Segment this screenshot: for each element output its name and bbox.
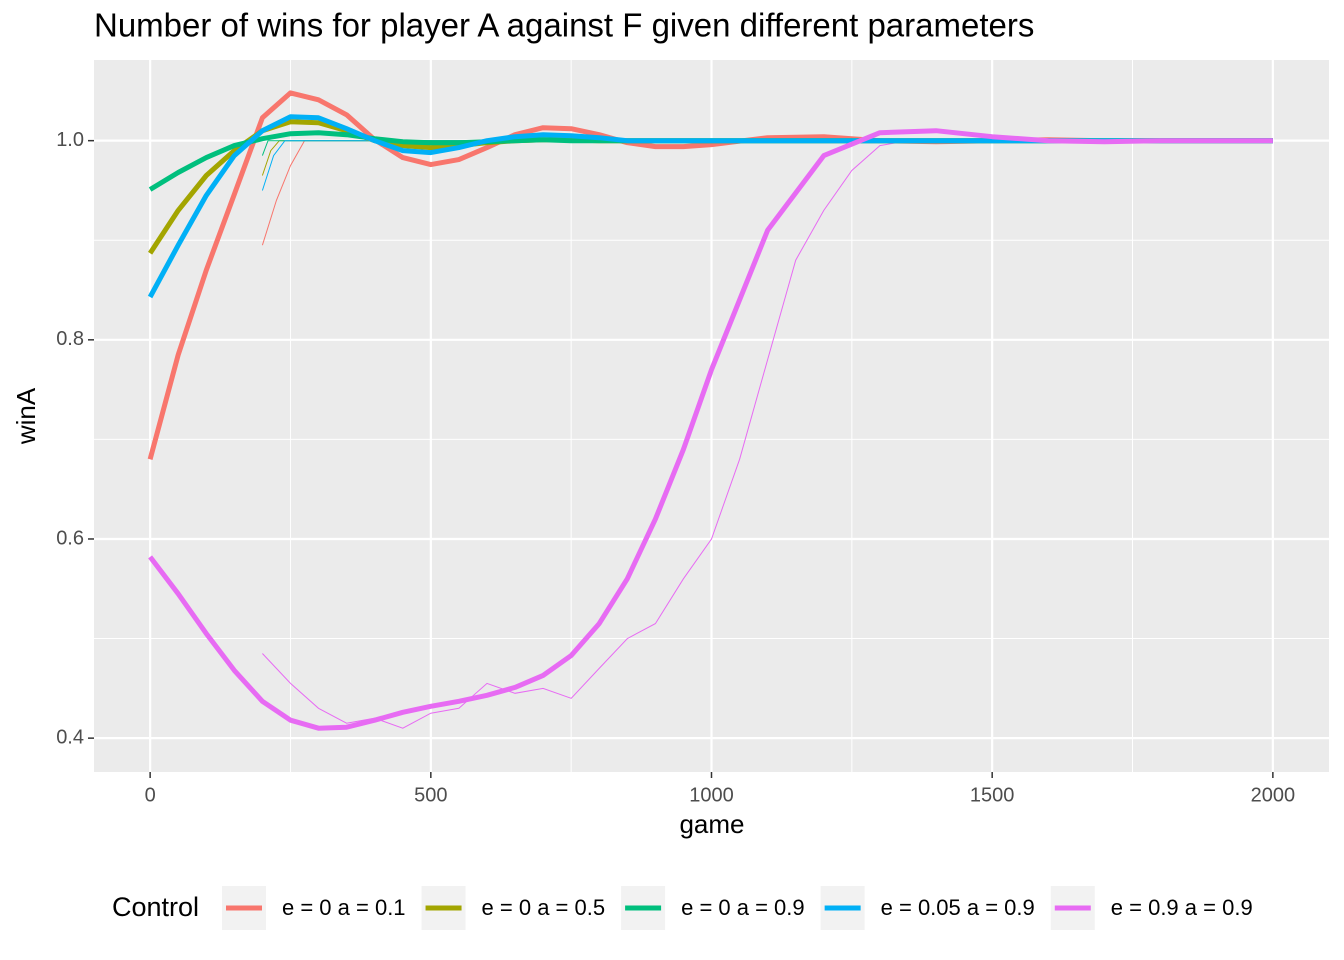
legend-label: e = 0.05 a = 0.9 xyxy=(881,895,1035,920)
smooth-line xyxy=(147,114,1273,299)
y-tick-label: 0.6 xyxy=(56,527,84,549)
legend-label: e = 0 a = 0.1 xyxy=(282,895,406,920)
legend-label: e = 0 a = 0.5 xyxy=(482,895,606,920)
x-tick-label: 1500 xyxy=(970,784,1015,806)
chart-title: Number of wins for player A against F gi… xyxy=(94,7,1034,44)
y-tick-label: 0.4 xyxy=(56,726,84,748)
x-tick-label: 2000 xyxy=(1251,784,1296,806)
legend-label: e = 0.9 a = 0.9 xyxy=(1111,895,1253,920)
x-tick-label: 1000 xyxy=(689,784,734,806)
x-tick-label: 0 xyxy=(145,784,156,806)
y-axis-title: winA xyxy=(11,387,41,445)
legend-title: Control xyxy=(112,892,199,922)
x-tick-label: 500 xyxy=(414,784,447,806)
y-tick-label: 0.8 xyxy=(56,328,84,350)
smooth-line xyxy=(148,128,1273,731)
y-tick-label: 1.0 xyxy=(56,129,84,151)
legend-label: e = 0 a = 0.9 xyxy=(681,895,805,920)
x-axis-title: game xyxy=(679,809,744,839)
